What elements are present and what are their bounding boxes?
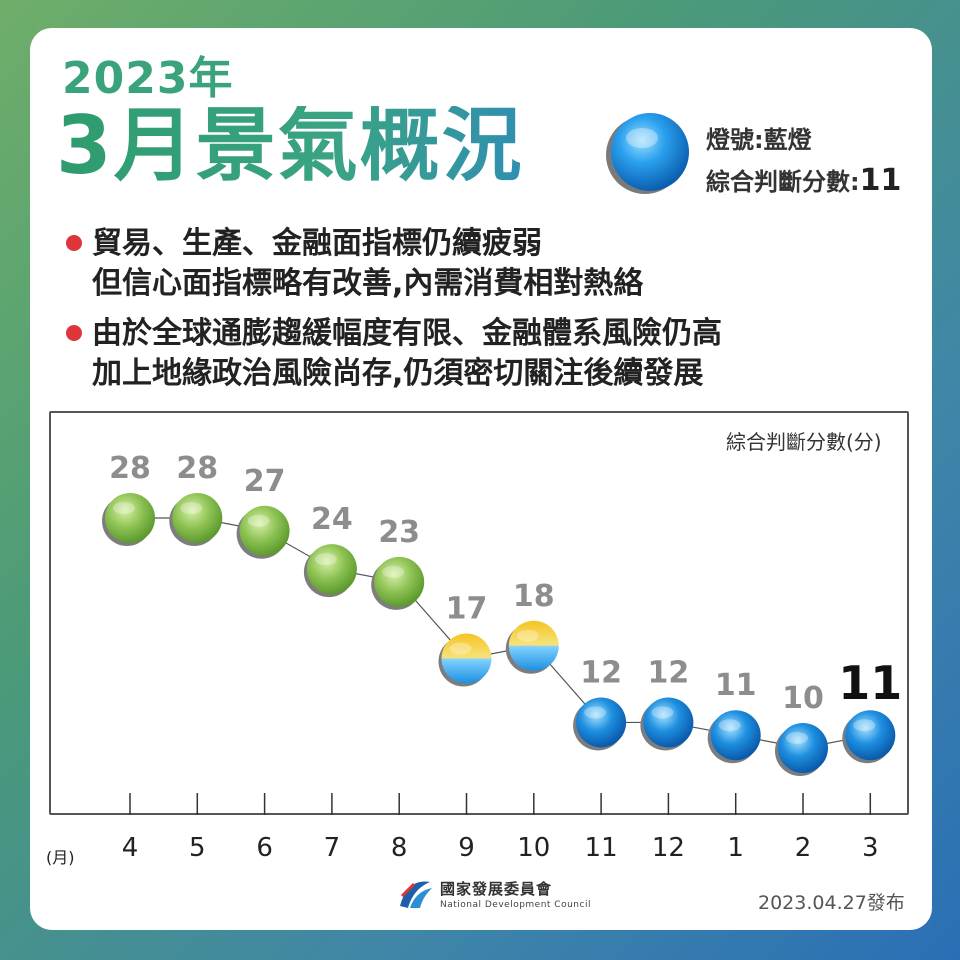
page-title: 3月景氣概況 [56, 99, 524, 192]
light-ball [105, 493, 155, 543]
light-ball [306, 544, 357, 595]
series-line [130, 517, 871, 749]
light-ball-highlight [584, 706, 607, 719]
x-tick-label: 6 [256, 833, 273, 863]
score-line: 綜合判斷分數:11 [706, 162, 901, 204]
light-ball [508, 620, 559, 671]
light-ball-highlight [718, 719, 741, 732]
x-tick-label: 11 [585, 833, 618, 863]
bullet-item: 貿易、生產、金融面指標仍續疲弱 但信心面指標略有改善,內需消費相對熱絡 [66, 224, 722, 304]
light-ball [643, 697, 694, 748]
ndc-emblem-icon [400, 881, 432, 908]
red-dot-icon [66, 325, 82, 341]
light-ball-highlight [247, 514, 270, 527]
light-status: 燈號:藍燈 [706, 126, 812, 154]
x-tick-label: 12 [652, 833, 685, 863]
data-label: 28 [109, 451, 151, 486]
data-label: 11 [715, 668, 757, 703]
x-tick-label: 2 [795, 833, 812, 863]
data-label: 11 [838, 656, 902, 710]
bullet-item: 由於全球通膨趨緩幅度有限、金融體系風險仍高 加上地緣政治風險尚存,仍須密切關注後… [66, 314, 722, 394]
score-value: 11 [859, 163, 902, 198]
x-tick-label: 4 [122, 833, 139, 863]
light-ball-highlight [853, 719, 876, 732]
data-label: 12 [580, 655, 622, 690]
y-axis-label: 綜合判斷分數(分) [726, 430, 882, 454]
x-axis-unit: (月) [46, 848, 75, 867]
data-label: 10 [782, 681, 824, 716]
bullet-line: 貿易、生產、金融面指標仍續疲弱 [92, 226, 542, 261]
light-info: 燈號:藍燈 綜合判斷分數:11 [706, 120, 901, 204]
light-ball [710, 710, 761, 761]
x-tick-label: 8 [391, 833, 408, 863]
light-ball-highlight [651, 706, 674, 719]
x-tick-label: 10 [517, 833, 550, 863]
light-ball [441, 633, 492, 684]
light-ball [239, 505, 290, 556]
ndc-logo: 國家發展委員會 National Development Council [396, 876, 606, 916]
light-ball-highlight [314, 553, 337, 566]
x-tick-label: 7 [324, 833, 341, 863]
light-ball-highlight [516, 629, 539, 642]
light-ball-highlight [449, 642, 472, 655]
light-ball [778, 723, 828, 773]
data-label: 24 [311, 502, 353, 537]
chart-frame [49, 411, 909, 815]
data-label: 12 [648, 655, 690, 690]
red-dot-icon [66, 235, 82, 251]
light-ball-highlight [786, 732, 808, 744]
bullet-line: 加上地緣政治風險尚存,仍須密切關注後續發展 [92, 356, 704, 391]
x-tick-label: 3 [862, 833, 879, 863]
light-ball [845, 710, 896, 761]
x-tick-label: 9 [458, 833, 475, 863]
light-ball [374, 556, 425, 607]
bullet-line: 但信心面指標略有改善,內需消費相對熱絡 [92, 266, 644, 301]
release-date: 2023.04.27發布 [758, 892, 905, 914]
data-label: 18 [513, 579, 555, 614]
title-year: 2023年 [62, 53, 234, 104]
light-ball [576, 697, 627, 748]
org-name-en: National Development Council [440, 900, 591, 910]
data-label: 27 [244, 464, 286, 499]
bullet-line: 由於全球通膨趨緩幅度有限、金融體系風險仍高 [92, 316, 722, 351]
score-label: 綜合判斷分數: [706, 168, 860, 196]
data-label: 23 [378, 515, 420, 550]
data-label: 28 [176, 451, 218, 486]
light-ball-highlight [113, 502, 135, 514]
x-tick-label: 5 [189, 833, 206, 863]
summary-bullets: 貿易、生產、金融面指標仍續疲弱 但信心面指標略有改善,內需消費相對熱絡 由於全球… [66, 224, 722, 404]
blue-light-icon [606, 113, 689, 194]
org-name: 國家發展委員會 [440, 880, 553, 898]
report-card: 2023年 3月景氣概況 燈號:藍燈 綜合判斷分數:11 貿易、生產、金融面指標… [30, 28, 932, 930]
data-label: 17 [446, 592, 488, 627]
light-ball [172, 493, 223, 543]
x-tick-label: 1 [727, 833, 744, 863]
light-ball-highlight [382, 565, 405, 578]
light-ball-highlight [180, 502, 203, 514]
